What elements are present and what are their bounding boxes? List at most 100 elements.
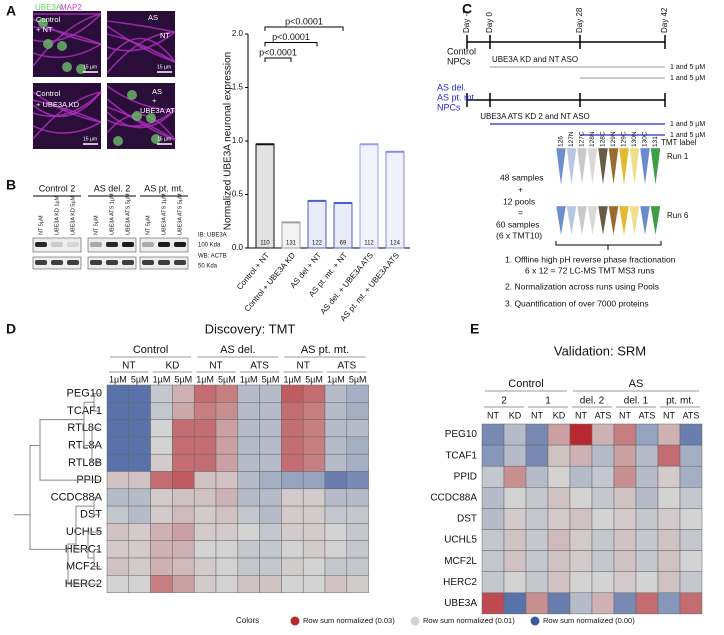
heat-cell [324,436,348,455]
day-label: Day 28 [575,7,584,33]
cell [43,39,53,49]
image-label: + [152,96,157,105]
sample-label: 60 samples [496,219,539,229]
blot-strip [32,237,82,253]
scale-label: 15 µm [157,136,171,142]
heat-cell [106,488,130,507]
heat-cell [547,444,571,467]
dendrogram [67,505,100,585]
heat-cell [150,436,173,455]
heat-cell [635,550,659,572]
heat-cell [302,419,326,438]
subgroup-label: pt. mt. [666,396,694,407]
heat-cell [481,571,505,594]
y-tick-label: 0.5 [232,190,244,199]
heat-cell [237,540,260,559]
heat-cell [324,384,348,403]
subgroup-label: del. 1 [624,396,649,407]
image-label: Control [36,89,61,98]
heat-cell [237,575,260,593]
heat-cell [569,529,593,551]
heat-cell [259,557,282,576]
heat-cell [193,402,217,420]
neurite [32,26,102,45]
heat-cell [591,465,615,488]
panel-label: D [6,321,16,337]
heat-cell [679,487,703,509]
subgroup-label: NT [297,361,310,372]
subgroup-label: ATS [337,361,356,372]
heat-cell [215,575,239,593]
heat-cell [657,550,681,572]
lane-label: NT 5µM [93,215,99,235]
neurite [106,33,176,63]
cell [62,62,72,72]
step-text: 6 x 12 = 72 LC-MS TMT MS3 runs [525,265,654,275]
heat-cell [281,402,304,420]
column-label: 1µM [196,374,214,384]
image-label: + UBE3A KD [36,100,80,109]
heat-cell [569,487,593,509]
band [67,260,79,265]
tmt-tag [566,147,577,187]
dose-label: 1 and 5 µM [670,75,705,82]
heat-cell [128,436,151,455]
band [51,260,63,265]
panel-label: B [6,177,16,193]
band [142,260,154,265]
heat-cell [324,488,348,507]
bracket [555,241,662,250]
y-tick-label: 0.0 [232,243,244,252]
scale-label: 15 µm [157,64,171,70]
column-label: 5µM [131,374,149,384]
heat-cell [215,540,239,559]
cell [151,134,161,144]
group-label: Control [447,46,476,56]
band [51,242,63,247]
heat-cell [302,488,326,507]
row-label: UCHL5 [66,526,102,538]
band [174,260,186,265]
heat-cell [569,571,593,594]
neurite [106,109,176,127]
column-label: NT [531,410,543,420]
heat-cell [128,540,151,559]
row-label: RTL8B [68,457,102,469]
neurite [32,91,102,140]
heat-cell [503,423,527,446]
tmt-channel: 130C [642,131,649,147]
heat-cell [635,465,659,488]
step-text: 1. Offline high pH reverse phase fractio… [505,254,676,264]
sample-label: (6 x TMT10) [496,230,542,240]
legend-swatch [290,616,300,626]
heat-cell [237,402,260,420]
neurite [106,31,176,52]
heat-cell [346,436,369,455]
heat-cell [679,550,703,572]
heat-cell [237,419,260,438]
heat-cell [128,488,151,507]
heat-cell [481,444,505,467]
blot-label: 50 Kda [198,264,218,270]
row-label: UBE3A [444,598,477,609]
treatment-label: UBE3A ATS KD 2 and NT ASO [480,112,590,121]
lane-label: UBE3A KD 5µM [70,195,76,235]
sample-label: 12 pools [503,196,535,206]
heat-cell [324,471,348,490]
heat-cell [128,384,151,403]
heat-cell [324,540,348,559]
column-label: ATS [683,410,700,420]
column-label: 1µM [240,374,258,384]
subgroup-label: NT [122,361,135,372]
heat-cell [591,592,615,615]
heat-cell [324,557,348,576]
heat-cell [679,592,703,615]
lane-label: UBE3A ATS 1µM [109,193,115,235]
heat-cell [172,419,195,438]
cell [127,90,137,100]
subgroup-label: del. 2 [580,396,605,407]
heat-cell [302,540,326,559]
heat-cell [215,384,239,403]
row-label: PEG10 [67,388,102,400]
sample-label: = [518,207,523,217]
